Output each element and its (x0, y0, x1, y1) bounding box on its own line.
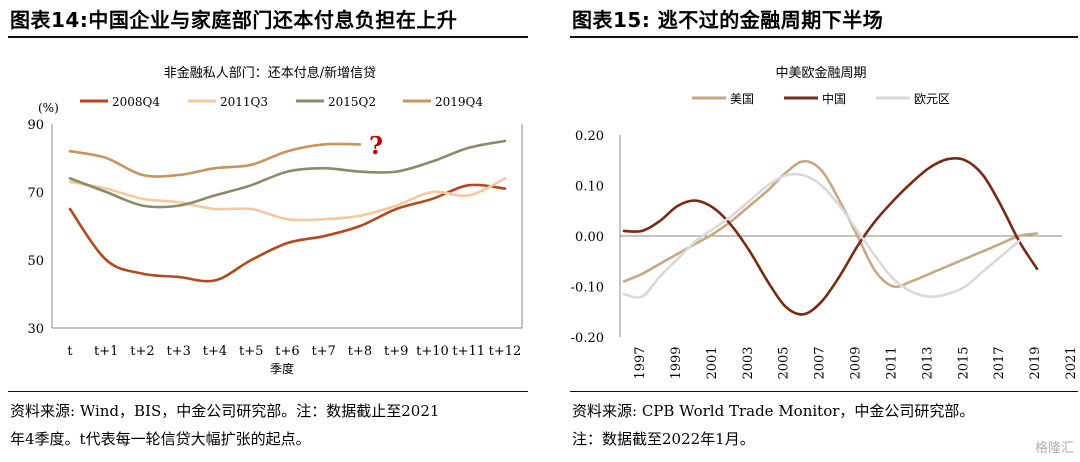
legend-label-欧元区: 欧元区 (914, 92, 950, 106)
left-title-rule (8, 36, 528, 38)
right-chart-title: 中美欧金融周期 (775, 66, 867, 81)
x-tick-label-t+1: t+1 (94, 344, 118, 359)
x-tick-label-2015: 2015 (956, 346, 971, 379)
watermark-logo: 格隆汇 (1034, 441, 1074, 456)
right-figure-title: 图表15: 逃不过的金融周期下半场 (572, 8, 884, 32)
y-tick-label-0.00: 0.00 (575, 230, 604, 245)
x-tick-label-t+9: t+9 (384, 344, 408, 359)
y-unit-label: (%) (38, 101, 59, 115)
left-source-rule (8, 391, 528, 392)
x-axis-label: 季度 (270, 361, 294, 376)
x-tick-label-t+8: t+8 (348, 344, 372, 359)
right-chart: 美国 中国 欧元区 0.20 0.10 0.00 -0.10 -0.20 1997 1999 200… (571, 91, 1079, 380)
x-tick-label-2011: 2011 (884, 346, 899, 379)
legend-label-2008Q4: 2008Q4 (112, 95, 160, 109)
left-panel: 图表14:中国企业与家庭部门还本付息负担在上升 非金融私人部门：还本付息/新增信… (8, 8, 528, 448)
x-tick-label-t+5: t+5 (239, 344, 263, 359)
left-chart: 2008Q4 2011Q3 2015Q2 2019Q4 (%) 30 50 70 90 t t+1 t… (27, 95, 523, 376)
x-tick-label-2013: 2013 (920, 346, 935, 379)
left-figure-title: 图表14:中国企业与家庭部门还本付息负担在上升 (10, 8, 458, 32)
y-tick-label-50: 50 (27, 254, 44, 269)
legend-label-2011Q3: 2011Q3 (220, 95, 268, 109)
series-line-2008Q4 (68, 183, 507, 283)
series-line-中国 (622, 156, 1039, 316)
series-line-2011Q3 (68, 177, 507, 222)
left-source-line1: 资料来源: Wind，BIS，中金公司研究部。注：数据截止至2021 (10, 402, 440, 420)
y-tick-label--0.20: -0.20 (571, 331, 604, 346)
x-tick-label-1999: 1999 (669, 346, 684, 379)
legend-label-中国: 中国 (822, 91, 846, 106)
x-tick-label-2009: 2009 (849, 346, 864, 379)
question-annotation: ? (369, 131, 383, 160)
x-tick-label-2021: 2021 (1064, 346, 1079, 379)
x-tick-label-t+4: t+4 (203, 344, 227, 359)
series-line-美国 (622, 159, 1039, 289)
x-tick-label-2017: 2017 (992, 346, 1007, 379)
right-source-line1: 资料来源: CPB World Trade Monitor，中金公司研究部。 (572, 402, 975, 420)
x-tick-label-t+10: t+10 (416, 344, 449, 359)
y-tick-label-0.20: 0.20 (575, 129, 604, 144)
x-tick-label-1997: 1997 (633, 346, 648, 379)
legend-label-2015Q2: 2015Q2 (328, 95, 376, 109)
series-line-2019Q4 (68, 142, 362, 178)
left-chart-title: 非金融私人部门：还本付息/新增信贷 (163, 66, 377, 81)
x-tick-label-2007: 2007 (813, 346, 828, 379)
x-tick-label-t+3: t+3 (167, 344, 191, 359)
x-tick-label-2019: 2019 (1028, 346, 1043, 379)
y-tick-label-70: 70 (27, 186, 44, 201)
right-source-line2: 注：数据截至2022年1月。 (572, 430, 755, 448)
right-panel: 图表15: 逃不过的金融周期下半场 中美欧金融周期 美国 中国 欧元区 0.20 0.1… (562, 0, 1080, 462)
legend-label-美国: 美国 (730, 92, 754, 106)
x-tick-label-2003: 2003 (741, 346, 756, 379)
legend-label-2019Q4: 2019Q4 (435, 95, 483, 109)
right-title-rule (570, 36, 1078, 38)
series-line-欧元区 (622, 172, 1021, 299)
x-tick-label-t+12: t+12 (489, 344, 522, 359)
x-tick-label-2001: 2001 (705, 346, 720, 379)
x-tick-label-t+6: t+6 (275, 344, 299, 359)
y-tick-label--0.10: -0.10 (571, 281, 604, 296)
x-tick-label-t+11: t+11 (452, 344, 485, 359)
x-tick-label-t+7: t+7 (312, 344, 336, 359)
left-source-line2: 年4季度。t代表每一轮信贷大幅扩张的起点。 (10, 430, 311, 448)
y-tick-label-0.10: 0.10 (575, 180, 604, 195)
x-tick-label-t: t (67, 344, 73, 359)
y-tick-label-90: 90 (27, 118, 44, 133)
x-tick-label-2005: 2005 (777, 346, 792, 379)
x-tick-label-t+2: t+2 (130, 344, 154, 359)
right-source-rule (570, 391, 1078, 392)
series-line-2015Q2 (68, 139, 507, 209)
y-tick-label-30: 30 (27, 322, 44, 337)
